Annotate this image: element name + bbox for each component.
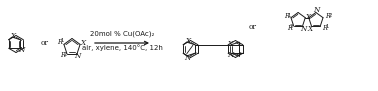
Text: X: X [185,37,191,45]
Text: 1: 1 [60,38,64,43]
Text: N: N [228,51,234,59]
Text: N: N [184,54,191,62]
Text: air, xylene, 140°C, 12h: air, xylene, 140°C, 12h [82,44,163,51]
Text: 1: 1 [287,13,290,18]
Text: N: N [313,6,319,14]
Text: 1: 1 [325,24,329,29]
Text: N: N [300,25,306,33]
Text: X: X [11,32,16,40]
Text: or: or [249,23,257,31]
Text: N: N [74,52,81,60]
Text: 2: 2 [63,52,67,57]
Text: R: R [322,24,327,32]
Text: R: R [57,38,62,46]
Text: 2: 2 [328,13,332,18]
Text: X: X [228,40,233,48]
Text: R: R [60,51,65,59]
Text: or: or [41,39,49,47]
Text: 20mol % Cu(OAc)₂: 20mol % Cu(OAc)₂ [90,30,154,37]
Text: X: X [305,13,310,21]
Text: X: X [307,25,313,33]
Text: R: R [287,24,292,32]
Text: R: R [325,12,330,20]
Text: 2: 2 [290,24,293,29]
Text: N: N [18,46,24,54]
Text: X: X [80,39,85,47]
Text: R: R [284,12,289,20]
